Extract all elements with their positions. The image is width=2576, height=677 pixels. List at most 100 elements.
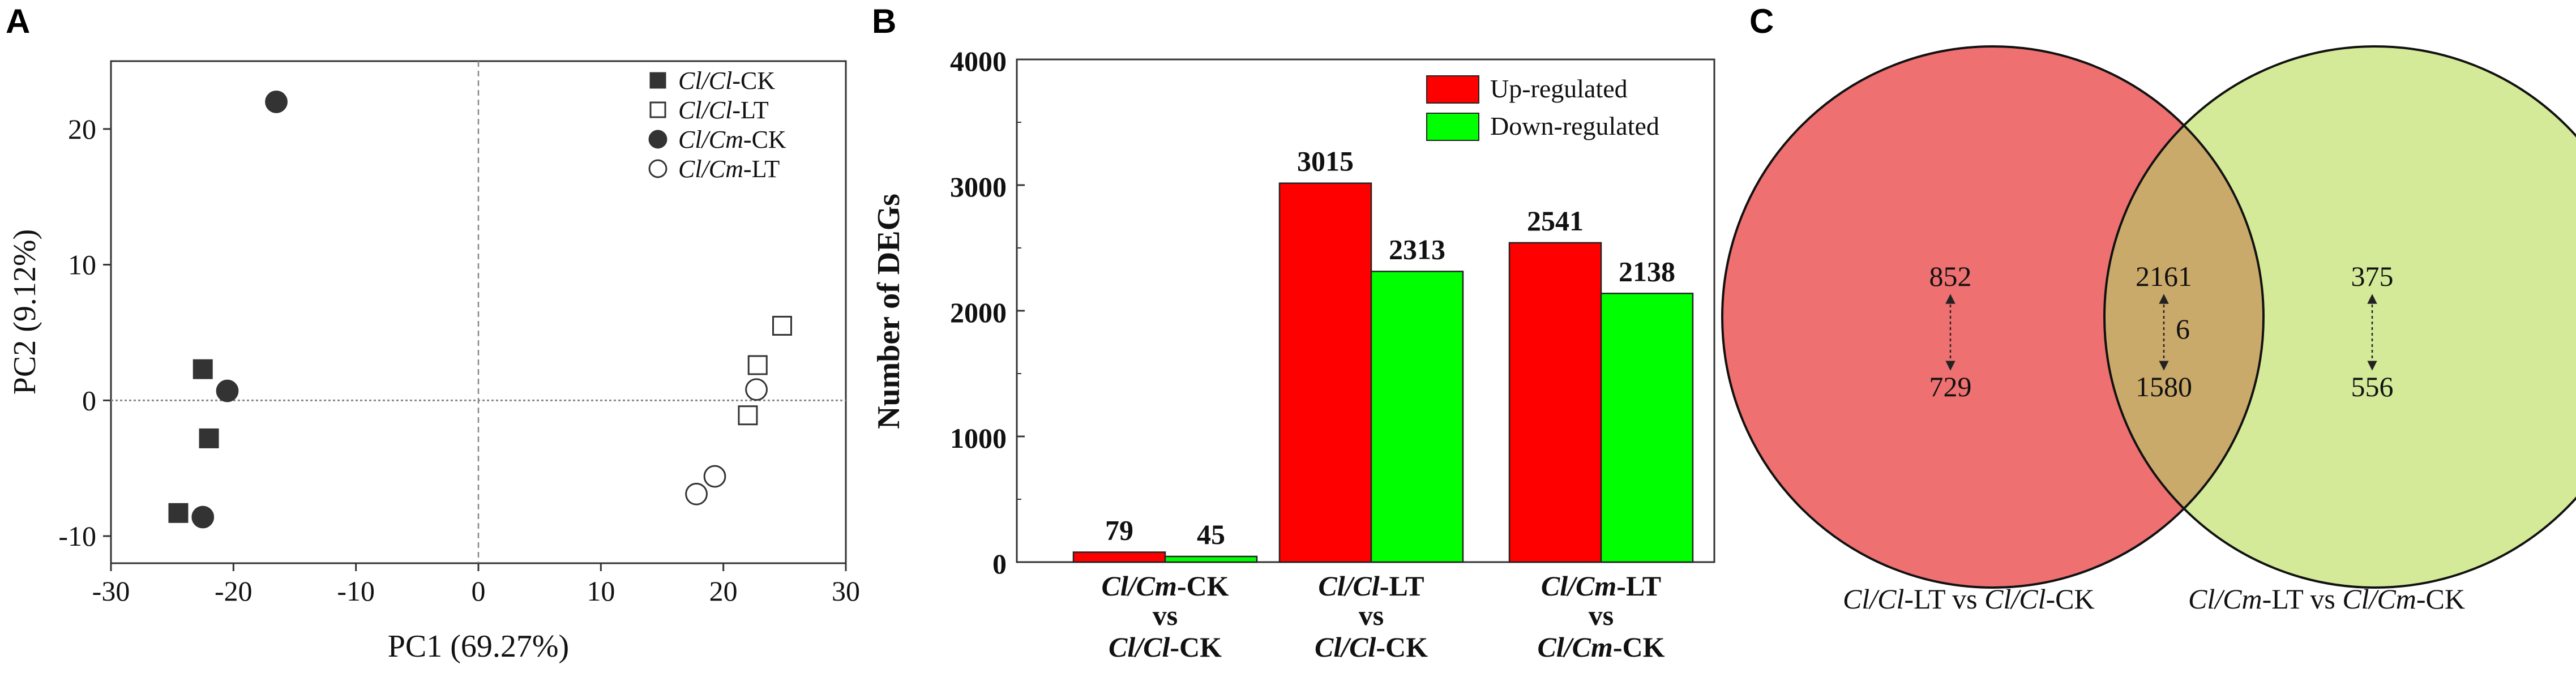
panel-b-deg-bar-chart: B 0 1000 2000 3000 4000 79 45 3015 2313 2541 2138… [871, 2, 1715, 663]
panel-b-category-suffix: -LT [1616, 570, 1661, 602]
panel-a-y-tick-label: 0 [82, 384, 96, 416]
panel-b-bar-up-1 [1072, 551, 1166, 563]
panel-a-letter: A [6, 2, 30, 40]
venn-label-suffix: -CK [2416, 583, 2465, 615]
panel-a-y-tick-label: 20 [68, 113, 96, 145]
panel-b-letter: B [872, 2, 896, 40]
panel-b-category-italic: Cl/Cm [1101, 570, 1176, 602]
panel-a-legend-label-suffix: -CK [732, 67, 775, 95]
panel-b-axes: 0 1000 2000 3000 4000 [950, 45, 1025, 580]
panel-b-bar-up-2 [1278, 182, 1372, 563]
panel-b-category-italic: Cl/Cl [1315, 631, 1376, 663]
panel-a-x-tick-label: 10 [587, 575, 615, 607]
panel-a-point-series-2 [738, 405, 758, 426]
panel-b-y-tick-label: 1000 [950, 422, 1007, 454]
panel-b-category-suffix: -LT [1380, 570, 1424, 602]
panel-b-category-suffix: -CK [1170, 631, 1222, 663]
venn-label-vs: vs [1952, 583, 1984, 615]
panel-a-legend-label-suffix: -LT [732, 96, 768, 124]
panel-b-bar-value-label: 2541 [1527, 205, 1584, 237]
panel-b-category-italic: Cl/Cl [1109, 631, 1170, 663]
panel-a-point-series-4 [685, 482, 708, 505]
panel-a-point-series-3 [265, 91, 288, 113]
panel-b-category-line1: Cl/Cm-CK [1101, 570, 1229, 602]
panel-b-category-suffix: -CK [1376, 631, 1428, 663]
panel-a-x-tick-label: 20 [709, 575, 738, 607]
venn-label-suffix: -LT [1904, 583, 1952, 615]
panel-a-point-series-1 [168, 503, 189, 523]
venn-intersection-both: 6 [2176, 313, 2190, 345]
venn-label-italic: Cl/Cm [2342, 583, 2416, 615]
panel-a-x-axis-title: PC1 (69.27%) [388, 629, 569, 664]
panel-b-y-tick-label: 2000 [950, 297, 1007, 328]
panel-a-x-tick-label: -30 [92, 575, 130, 607]
panel-b-y-tick-label: 3000 [950, 171, 1007, 203]
panel-a-point-series-1 [192, 359, 213, 379]
venn-intersection-down: 1580 [2136, 371, 2192, 402]
panel-a-x-tick-label: -10 [337, 575, 375, 607]
venn-right-only-down: 556 [2351, 371, 2394, 402]
panel-b-category-italic: Cl/Cl [1318, 570, 1379, 602]
venn-label-vs: vs [2310, 583, 2342, 615]
panel-b-legend-label-1: Up-regulated [1490, 74, 1628, 103]
panel-a-point-series-4 [703, 465, 726, 488]
panel-a-legend-label-1: Cl/Cl-CK [678, 67, 775, 95]
panel-a-legend-marker-2 [649, 101, 666, 118]
venn-label-italic: Cl/Cm [2188, 583, 2262, 615]
panel-b-category-italic: Cl/Cm [1537, 631, 1612, 663]
venn-label-italic: Cl/Cl [1984, 583, 2046, 615]
panel-a-x-tick-label: 0 [472, 575, 486, 607]
panel-b-category-italic: Cl/Cm [1541, 570, 1616, 602]
panel-b-category-line2: vs [1359, 599, 1384, 631]
venn-left-only-up: 852 [1929, 260, 1972, 292]
panel-a-legend-label-suffix: -CK [743, 126, 786, 153]
panel-b-category-line3: Cl/Cl-CK [1315, 631, 1428, 663]
panel-b-legend: Up-regulated Down-regulated [1426, 74, 1659, 141]
panel-b-bar-value-label: 3015 [1297, 145, 1354, 177]
panel-b-legend-swatch-2 [1426, 113, 1479, 141]
panel-a-legend-label-italic: Cl/Cm [678, 155, 743, 183]
panel-a-point-series-4 [745, 378, 768, 401]
venn-set-left-outline [1721, 45, 2265, 589]
venn-intersection-up: 2161 [2136, 260, 2192, 292]
venn-set-right-outline [2103, 45, 2576, 589]
venn-right-only-up: 375 [2351, 260, 2394, 292]
venn-set-left-fill [1722, 46, 2263, 588]
panel-c-letter: C [1749, 2, 1774, 40]
panel-b-category-suffix: -CK [1613, 631, 1665, 663]
panel-a-y-tick-label: -10 [58, 520, 96, 552]
panel-a-legend-label-suffix: -LT [743, 155, 780, 183]
panel-b-bar-down-3 [1600, 293, 1694, 563]
panel-a-points [168, 91, 793, 529]
panel-b-bar-down-2 [1370, 271, 1464, 563]
panel-b-y-axis-title: Number of DEGs [871, 194, 906, 429]
panel-a-x-tick-label: -20 [215, 575, 253, 607]
panel-b-category-line1: Cl/Cm-LT [1541, 570, 1661, 602]
panel-b-y-tick-label: 0 [992, 548, 1007, 580]
venn-set-label-2: Cl/Cm-LT vs Cl/Cm-CK [2188, 583, 2465, 615]
panel-b-category-line2: vs [1589, 599, 1614, 631]
panel-b-category-labels: Cl/Cm-CKvsCl/Cl-CKCl/Cl-LTvsCl/Cl-CKCl/C… [1101, 570, 1664, 663]
panel-b-legend-label-2: Down-regulated [1490, 112, 1659, 140]
panel-a-legend-label-italic: Cl/Cl [678, 67, 732, 95]
panel-a-point-series-3 [216, 379, 239, 402]
venn-label-suffix: -LT [2262, 583, 2310, 615]
panel-b-bar-down-1 [1164, 555, 1258, 563]
panel-a-y-tick-label: 10 [68, 249, 96, 281]
panel-a-legend-label-italic: Cl/Cm [678, 126, 743, 153]
venn-set-label-1: Cl/Cl-LT vs Cl/Cl-CK [1843, 583, 2095, 615]
panel-b-category-line2: vs [1153, 599, 1178, 631]
panel-a-legend-marker-1 [649, 72, 666, 89]
panel-a-legend-label-3: Cl/Cm-CK [678, 126, 786, 153]
panel-b-bar-value-label: 79 [1105, 514, 1133, 546]
panel-a-legend-label-4: Cl/Cm-LT [678, 155, 780, 183]
venn-label-italic: Cl/Cl [1843, 583, 1904, 615]
panel-b-bars: 79 45 3015 2313 2541 2138 [1072, 145, 1694, 563]
panel-a-y-axis-title: PC2 (9.12%) [7, 229, 42, 395]
panel-b-y-tick-label: 4000 [950, 45, 1007, 77]
panel-a-legend-label-italic: Cl/Cl [678, 96, 732, 124]
